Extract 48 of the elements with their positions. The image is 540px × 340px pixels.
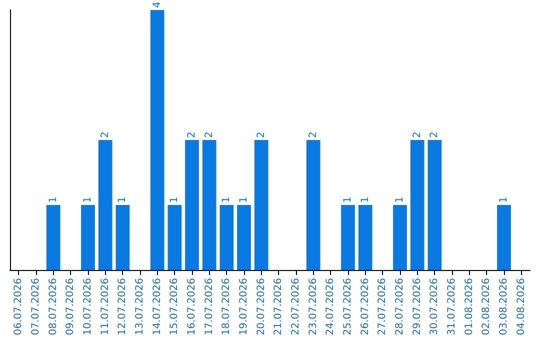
data-label: 1 <box>117 196 128 203</box>
x-tick-label: 20.07.2026 <box>256 278 267 336</box>
x-tick-label: 19.07.2026 <box>238 278 250 336</box>
x-tick-label: 02.08.2026 <box>481 278 492 336</box>
data-label: 1 <box>48 196 59 203</box>
data-label: 4 <box>152 2 163 8</box>
x-tick-label: 29.07.2026 <box>412 278 423 336</box>
data-label: 2 <box>412 132 423 138</box>
data-label: 2 <box>186 132 198 138</box>
x-tick-label: 30.07.2026 <box>429 278 440 336</box>
x-tick-label: 17.07.2026 <box>204 278 215 336</box>
x-tick-label: 18.07.2026 <box>221 278 232 336</box>
data-label: 1 <box>169 196 180 203</box>
x-tick-label: 08.07.2026 <box>48 278 59 336</box>
x-tick-label: 28.07.2026 <box>394 278 406 336</box>
data-label: 1 <box>342 196 354 203</box>
x-tick-label: 22.07.2026 <box>290 278 302 336</box>
x-tick-label: 14.07.2026 <box>152 278 163 336</box>
data-label: 1 <box>394 196 406 203</box>
data-label: 2 <box>429 132 440 138</box>
data-label: 1 <box>498 196 510 203</box>
data-label: 1 <box>221 196 232 203</box>
x-tick-label: 21.07.2026 <box>273 278 284 336</box>
x-tick-label: 23.07.2026 <box>308 278 319 336</box>
data-label: 2 <box>204 132 215 138</box>
x-tick-label: 31.07.2026 <box>446 278 458 336</box>
x-tick-label: 27.07.2026 <box>377 278 388 336</box>
x-tick-label: 10.07.2026 <box>82 278 94 336</box>
x-tick-label: 04.08.2026 <box>516 278 527 336</box>
data-label: 2 <box>100 132 111 138</box>
x-tick-label: 25.07.2026 <box>342 278 354 336</box>
x-tick-label: 13.07.2026 <box>134 278 146 336</box>
x-tick-label: 03.08.2026 <box>498 278 510 336</box>
x-tick-label: 16.07.2026 <box>186 278 198 336</box>
x-tick-label: 12.07.2026 <box>117 278 128 336</box>
x-tick-label: 24.07.2026 <box>325 278 336 336</box>
data-label: 2 <box>308 132 319 138</box>
x-tick-label: 06.07.2026 <box>13 278 24 336</box>
x-tick-label: 01.08.2026 <box>464 278 475 336</box>
x-tick-label: 09.07.2026 <box>65 278 76 336</box>
data-label: 1 <box>238 196 250 203</box>
data-label: 1 <box>82 196 94 203</box>
x-tick-label: 15.07.2026 <box>169 278 180 336</box>
data-label: 2 <box>256 132 267 138</box>
x-tick-label: 26.07.2026 <box>360 278 371 336</box>
x-tick-label: 07.07.2026 <box>30 278 42 336</box>
x-tick-label: 11.07.2026 <box>100 278 111 336</box>
data-label: 1 <box>360 196 371 203</box>
